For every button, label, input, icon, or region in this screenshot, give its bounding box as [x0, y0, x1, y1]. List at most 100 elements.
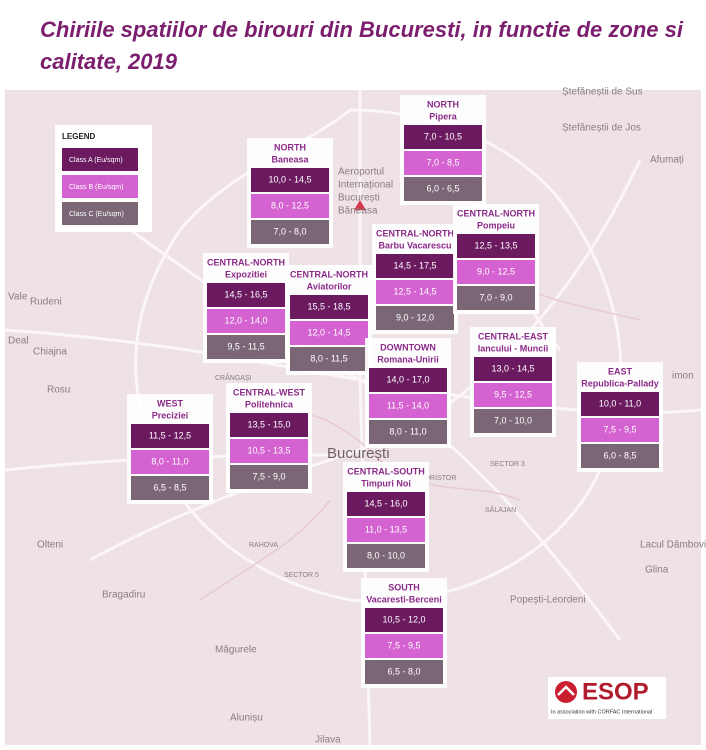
zone: CENTRAL-NORTH Aviatorilor 15,5 - 18,5 12,0 … [286, 265, 372, 375]
legend: LEGEND Class A (Eu/sqm) Class B (Eu/sqm) Cl… [55, 125, 152, 232]
zone-area: CENTRAL-WEST [233, 387, 305, 397]
range-label: 13,5 - 15,0 [247, 419, 290, 429]
place-label: Bragadiru [102, 590, 145, 601]
place-label: SĂLAJAN [485, 505, 516, 514]
zone-name: Pompeiu [477, 220, 515, 230]
range-cell [376, 306, 454, 330]
place-label: Măgurele [215, 645, 257, 656]
range-cell [207, 335, 285, 359]
zone-name: Iancului - Muncii [478, 343, 549, 353]
zone-area: CENTRAL-EAST [478, 331, 548, 341]
range-label: 10,5 - 13,5 [247, 445, 290, 455]
range-cell [207, 309, 285, 333]
legend-label: Class B (Eu/sqm) [69, 184, 123, 191]
range-cell [404, 151, 482, 175]
zone-area: NORTH [427, 99, 459, 109]
place-label: SECTOR 3 [490, 461, 525, 468]
zone-area: CENTRAL-SOUTH [347, 466, 425, 476]
range-label: 6,5 - 8,0 [387, 666, 420, 676]
zone-area: NORTH [274, 142, 306, 152]
range-cell [369, 394, 447, 418]
place-labels: Ștefăneștii de Sus Ștefăneștii de Jos Afum… [8, 87, 706, 746]
range-cell [369, 420, 447, 444]
range-label: 7,0 - 8,0 [273, 226, 306, 236]
place-label: București [327, 445, 390, 462]
zone-area: SOUTH [388, 582, 420, 592]
range-label: 7,0 - 9,0 [479, 292, 512, 302]
zone: CENTRAL-WEST Politehnica 13,5 - 15,0 10,5 -… [226, 383, 312, 493]
zone-area: DOWNTOWN [380, 342, 436, 352]
zone: WEST Preciziei 11,5 - 12,5 8,0 - 11,0 6,5 - … [127, 394, 213, 504]
place-label: București [338, 193, 380, 204]
place-label: Afumați [650, 155, 684, 166]
range-cell [230, 465, 308, 489]
range-label: 10,5 - 12,0 [382, 614, 425, 624]
range-label: 6,0 - 8,5 [603, 450, 636, 460]
place-label: Popești-Leordeni [510, 595, 586, 606]
zone: CENTRAL-EAST Iancului - Muncii 13,0 - 14,5… [470, 327, 556, 437]
logo-tagline: In association with CORFAC International [551, 709, 652, 715]
zone: NORTH Pipera 7,0 - 10,5 7,0 - 8,5 6,0 - 6,5 [400, 95, 486, 205]
range-cell [365, 634, 443, 658]
range-cell [131, 424, 209, 448]
range-cell [474, 383, 552, 407]
range-label: 7,5 - 9,0 [252, 471, 285, 481]
zone-area: CENTRAL-NORTH [457, 208, 535, 218]
zone-name: Vacaresti-Berceni [366, 594, 442, 604]
range-label: 11,5 - 12,5 [149, 430, 191, 440]
range-label: 11,5 - 14,0 [387, 400, 429, 410]
range-cell [290, 321, 368, 345]
logo-icon [555, 681, 577, 703]
range-label: 8,0 - 11,0 [151, 456, 188, 466]
zone-name: Republica-Pallady [581, 378, 659, 388]
range-label: 9,0 - 12,0 [396, 312, 434, 322]
range-cell [230, 413, 308, 437]
range-label: 12,0 - 14,0 [224, 315, 267, 325]
range-label: 7,5 - 9,5 [387, 640, 420, 650]
title: Chiriile spatiilor de birouri din Bucure… [40, 17, 683, 74]
range-label: 9,5 - 11,5 [227, 341, 264, 351]
range-cell [404, 125, 482, 149]
zone-area: EAST [608, 366, 633, 376]
range-cell [230, 439, 308, 463]
place-label: Jilava [315, 735, 341, 746]
zone: CENTRAL-NORTH Barbu Vacarescu 14,5 - 17,5 1… [372, 224, 458, 334]
zone-name: Preciziei [152, 410, 189, 420]
place-label: Aeroportul [338, 167, 384, 178]
range-cell [365, 608, 443, 632]
place-label: SECTOR 5 [284, 572, 319, 579]
zone-name: Expozitiei [225, 269, 267, 279]
zone-area: CENTRAL-NORTH [290, 269, 368, 279]
zone: CENTRAL-NORTH Pompeiu 12,5 - 13,5 9,0 - 12,… [453, 204, 539, 314]
zone-area: WEST [157, 398, 184, 408]
place-label: Rosu [47, 385, 70, 396]
zone: CENTRAL-SOUTH Timpuri Noi 14,5 - 16,0 11,0 … [343, 462, 429, 572]
range-label: 10,0 - 14,5 [268, 174, 311, 184]
range-cell [131, 476, 209, 500]
legend-swatch [62, 148, 138, 171]
range-label: 8,0 - 11,0 [389, 426, 426, 436]
range-label: 11,0 - 13,5 [365, 524, 407, 534]
range-label: 7,0 - 10,0 [494, 415, 532, 425]
range-label: 6,0 - 6,5 [426, 183, 459, 193]
legend-swatch [62, 175, 138, 198]
range-label: 7,0 - 8,5 [426, 157, 459, 167]
range-cell [581, 418, 659, 442]
range-label: 8,0 - 12,5 [271, 200, 309, 210]
place-label: Internațional [338, 180, 393, 191]
range-cell [347, 492, 425, 516]
range-label: 14,5 - 16,5 [224, 289, 267, 299]
range-cell [404, 177, 482, 201]
airport-icon [354, 200, 366, 210]
place-label: Olteni [37, 540, 63, 551]
place-label: Ștefăneștii de Jos [562, 123, 641, 134]
zone-name: Politehnica [245, 399, 294, 409]
range-label: 8,0 - 10,0 [367, 550, 405, 560]
range-label: 7,0 - 10,5 [424, 131, 462, 141]
zone-name: Romana-Unirii [377, 354, 439, 364]
place-label: Băneasa [338, 206, 378, 217]
range-cell [290, 347, 368, 371]
range-cell [474, 357, 552, 381]
